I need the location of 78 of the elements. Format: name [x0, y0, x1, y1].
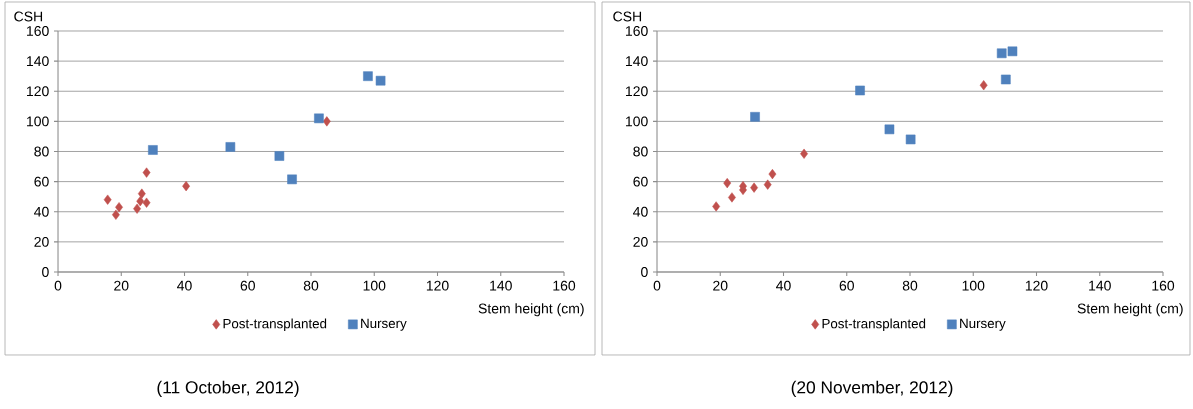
- y-tick-label: 140: [27, 56, 49, 67]
- point: [1007, 46, 1018, 57]
- x-tick-label: 160: [1152, 280, 1175, 291]
- x-tick-label: 20: [713, 280, 728, 291]
- legend-label: Post-transplanted: [822, 318, 926, 331]
- x-tick-label: 80: [902, 280, 918, 291]
- x-tick-label: 100: [363, 280, 386, 291]
- point: [800, 148, 808, 159]
- point: [363, 71, 373, 81]
- point: [905, 134, 916, 145]
- point: [136, 196, 145, 207]
- point: [274, 151, 285, 161]
- legend-label: Nursery: [960, 318, 1006, 331]
- point: [133, 203, 141, 214]
- point: [768, 169, 777, 180]
- y-tick-label: 60: [34, 176, 49, 187]
- point: [142, 197, 151, 208]
- point: [750, 182, 758, 193]
- x-tick-label: 20: [114, 280, 129, 291]
- point: [1001, 74, 1011, 85]
- y-tick-label: 100: [27, 116, 49, 127]
- point: [996, 48, 1007, 59]
- y-tick-label: 120: [27, 86, 49, 97]
- x-tick-label: 40: [776, 280, 791, 291]
- x-axis-title: Stem height (cm): [478, 303, 584, 317]
- x-tick-label: 0: [653, 280, 661, 291]
- y-axis-title: CSH: [613, 11, 642, 22]
- y-tick-label: 100: [626, 116, 648, 127]
- y-tick-label: 160: [626, 26, 648, 36]
- y-tick-label: 0: [641, 267, 648, 277]
- point: [115, 202, 123, 213]
- point: [750, 112, 760, 122]
- y-tick-label: 140: [626, 56, 648, 67]
- point: [322, 116, 331, 127]
- x-tick-label: 100: [962, 280, 985, 291]
- point: [287, 174, 297, 185]
- y-tick-label: 80: [633, 146, 648, 157]
- x-tick-label: 140: [490, 280, 512, 291]
- point: [884, 124, 895, 135]
- y-tick-label: 0: [42, 267, 49, 277]
- text: (11 October, 2012): [157, 380, 299, 397]
- text: (20 November, 2012): [791, 380, 953, 397]
- y-tick-label: 60: [633, 176, 648, 187]
- point: [979, 80, 988, 91]
- y-tick-label: 40: [34, 206, 49, 217]
- x-tick-label: 140: [1089, 280, 1111, 291]
- point: [142, 167, 151, 178]
- y-tick-label: 120: [626, 86, 648, 97]
- point: [375, 75, 386, 86]
- x-axis-title: Stem height (cm): [1077, 303, 1183, 317]
- legend-label: Nursery: [361, 318, 407, 331]
- y-axis-title: CSH: [14, 11, 43, 22]
- x-tick-label: 120: [426, 280, 449, 291]
- point: [723, 178, 732, 189]
- y-tick-label: 160: [27, 26, 49, 36]
- point: [103, 194, 112, 205]
- x-tick-label: 0: [54, 280, 62, 291]
- legend-label: Post-transplanted: [223, 318, 327, 331]
- point: [225, 142, 236, 152]
- point: [763, 179, 772, 190]
- x-tick-label: 80: [303, 280, 319, 291]
- point: [728, 192, 736, 203]
- y-tick-label: 80: [34, 146, 49, 157]
- point: [112, 209, 120, 220]
- point: [137, 188, 146, 199]
- y-tick-label: 20: [633, 236, 648, 247]
- x-tick-label: 60: [839, 280, 854, 291]
- point: [148, 145, 158, 155]
- point: [855, 85, 865, 96]
- x-tick-label: 160: [553, 280, 576, 291]
- point: [712, 201, 721, 212]
- x-tick-label: 60: [240, 280, 255, 291]
- point: [182, 181, 190, 192]
- y-tick-label: 20: [34, 236, 49, 247]
- x-tick-label: 120: [1025, 280, 1048, 291]
- point: [314, 113, 324, 124]
- y-tick-label: 40: [633, 206, 648, 217]
- x-tick-label: 40: [177, 280, 192, 291]
